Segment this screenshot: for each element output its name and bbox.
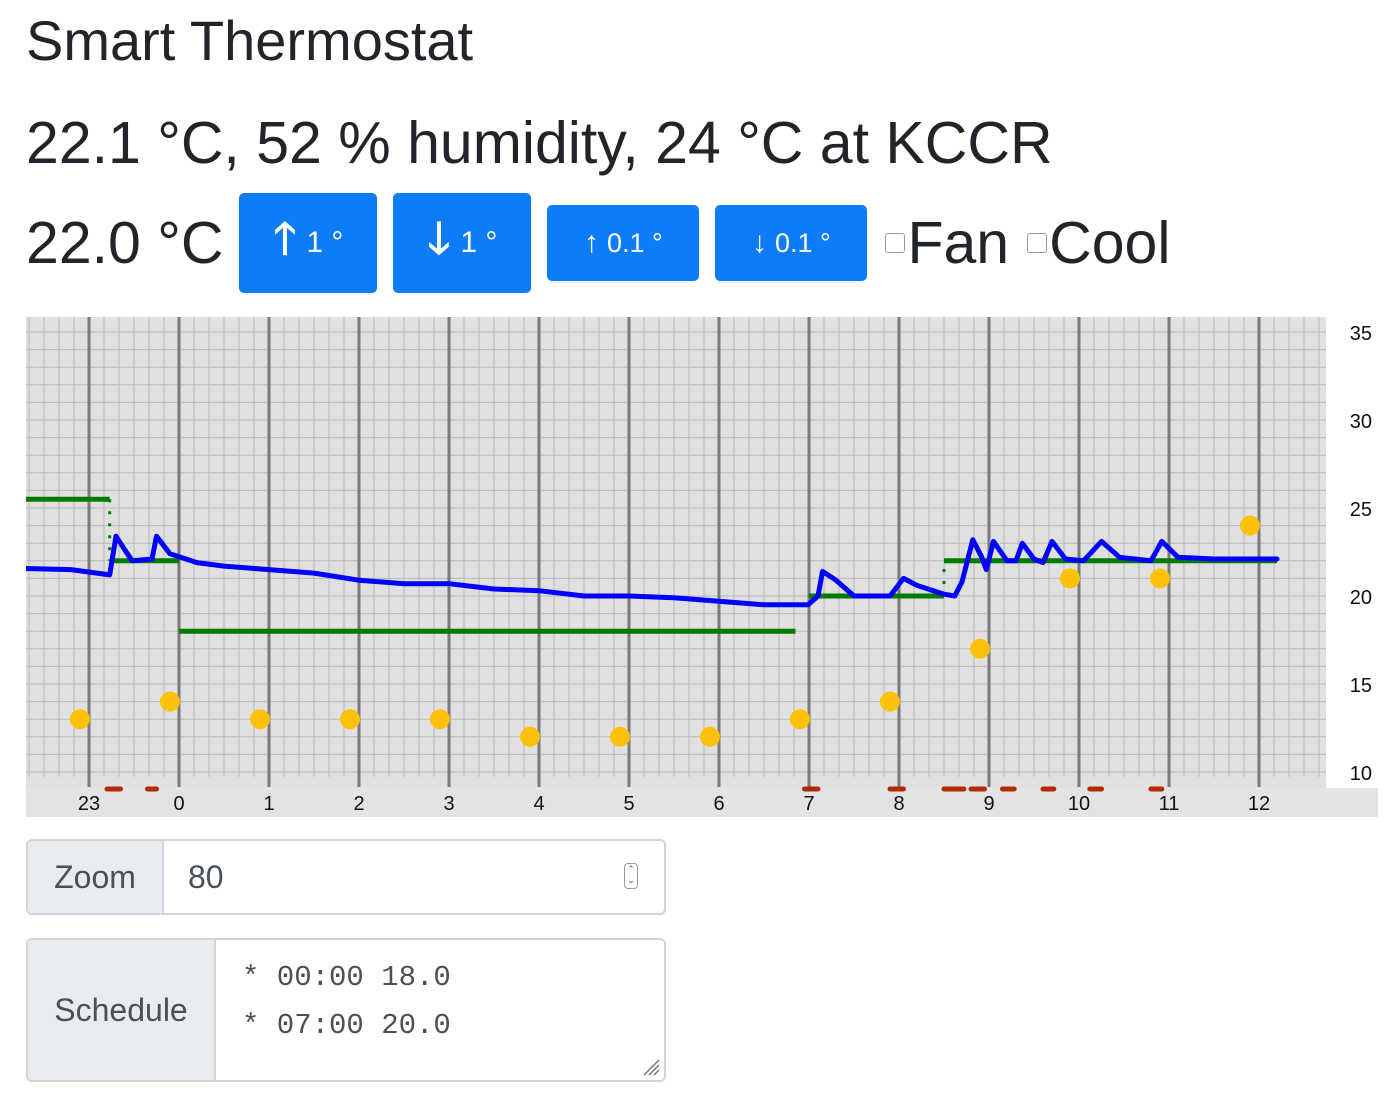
x-tick-label: 10 <box>1068 793 1090 815</box>
x-tick-label: 7 <box>803 793 814 815</box>
x-tick-label: 23 <box>78 793 100 815</box>
decrease-1-button[interactable]: 🡓 1 ° <box>393 193 532 293</box>
y-tick-label: 15 <box>1350 675 1372 697</box>
setpoint-value: 22.0 °C <box>26 210 224 276</box>
x-tick-label: 11 <box>1159 793 1180 815</box>
outdoor-temperature-point <box>1060 568 1080 589</box>
zoom-value: 80 <box>188 858 224 895</box>
outdoor-temperature-point <box>610 726 630 747</box>
arrow-up-small-icon: ↑ <box>584 226 600 259</box>
decrease-1-label: 1 ° <box>460 226 498 259</box>
x-tick-label: 3 <box>443 793 454 815</box>
outdoor-temperature-point <box>430 709 450 730</box>
x-tick-label: 4 <box>533 793 544 815</box>
x-tick-label: 1 <box>263 793 274 815</box>
x-tick-label: 6 <box>713 793 724 815</box>
x-tick-label: 0 <box>173 793 184 815</box>
y-tick-label: 20 <box>1350 587 1372 609</box>
outdoor-temperature-point <box>340 709 360 730</box>
schedule-line: * 07:00 20.0 <box>242 1009 451 1042</box>
x-axis-band <box>26 788 1378 817</box>
cool-checkbox[interactable] <box>1027 233 1048 253</box>
outdoor-temperature-point <box>970 638 990 659</box>
resize-handle-icon[interactable] <box>638 1054 660 1076</box>
fan-label: Fan <box>907 210 1010 276</box>
cool-label: Cool <box>1049 210 1171 276</box>
outdoor-temperature-point <box>880 691 900 712</box>
indoor-temperature-line <box>26 533 1280 608</box>
schedule-control: Schedule * 00:00 18.0 * 07:00 20.0 <box>26 938 666 1082</box>
y-tick-label: 35 <box>1350 323 1372 345</box>
increase-0-1-button[interactable]: ↑ 0.1 ° <box>547 205 700 281</box>
setpoint-controls: 22.0 °C 🡑 1 ° 🡓 1 ° ↑ 0.1 ° ↓ 0.1 ° Fan … <box>26 190 1188 296</box>
outdoor-temperature-point <box>160 691 180 712</box>
decrease-0-1-button[interactable]: ↓ 0.1 ° <box>715 205 868 281</box>
fan-toggle[interactable]: Fan <box>885 208 1027 278</box>
schedule-label: Schedule <box>28 940 216 1080</box>
fan-checkbox[interactable] <box>885 233 906 253</box>
x-tick-label: 5 <box>623 793 634 815</box>
outdoor-temperature-point <box>790 709 810 730</box>
y-tick-label: 10 <box>1350 763 1372 785</box>
zoom-input[interactable]: 80 ⌃ ⌄ <box>164 841 664 913</box>
increase-0-1-label: 0.1 ° <box>607 227 663 258</box>
arrow-down-icon: 🡓 <box>427 213 451 263</box>
x-tick-label: 9 <box>983 793 994 815</box>
outdoor-temperature-point <box>70 709 90 730</box>
zoom-control: Zoom 80 ⌃ ⌄ <box>26 839 666 915</box>
outdoor-temperature-point <box>700 726 720 747</box>
outdoor-temperature-point <box>1240 515 1260 536</box>
page-title: Smart Thermostat <box>26 9 474 72</box>
schedule-textarea[interactable]: * 00:00 18.0 * 07:00 20.0 <box>216 940 664 1080</box>
arrow-down-small-icon: ↓ <box>752 226 768 259</box>
y-tick-label: 30 <box>1350 411 1372 433</box>
x-tick-label: 2 <box>353 793 364 815</box>
y-tick-label: 25 <box>1350 499 1372 521</box>
increase-1-button[interactable]: 🡑 1 ° <box>239 193 378 293</box>
stepper-icon[interactable]: ⌃ ⌄ <box>624 863 638 889</box>
schedule-line: * 00:00 18.0 <box>242 961 451 994</box>
outdoor-temperature-point <box>520 726 540 747</box>
cool-toggle[interactable]: Cool <box>1027 208 1188 278</box>
x-tick-label: 12 <box>1248 793 1270 815</box>
x-tick-label: 8 <box>893 793 904 815</box>
arrow-up-icon: 🡑 <box>273 213 297 263</box>
decrease-0-1-label: 0.1 ° <box>775 227 831 258</box>
outdoor-temperature-point <box>1150 568 1170 589</box>
current-conditions: 22.1 °C, 52 % humidity, 24 °C at KCCR <box>26 110 1053 176</box>
outdoor-temperature-point <box>250 709 270 730</box>
y-axis-panel <box>1326 317 1378 817</box>
increase-1-label: 1 ° <box>306 226 344 259</box>
zoom-label: Zoom <box>28 841 164 913</box>
